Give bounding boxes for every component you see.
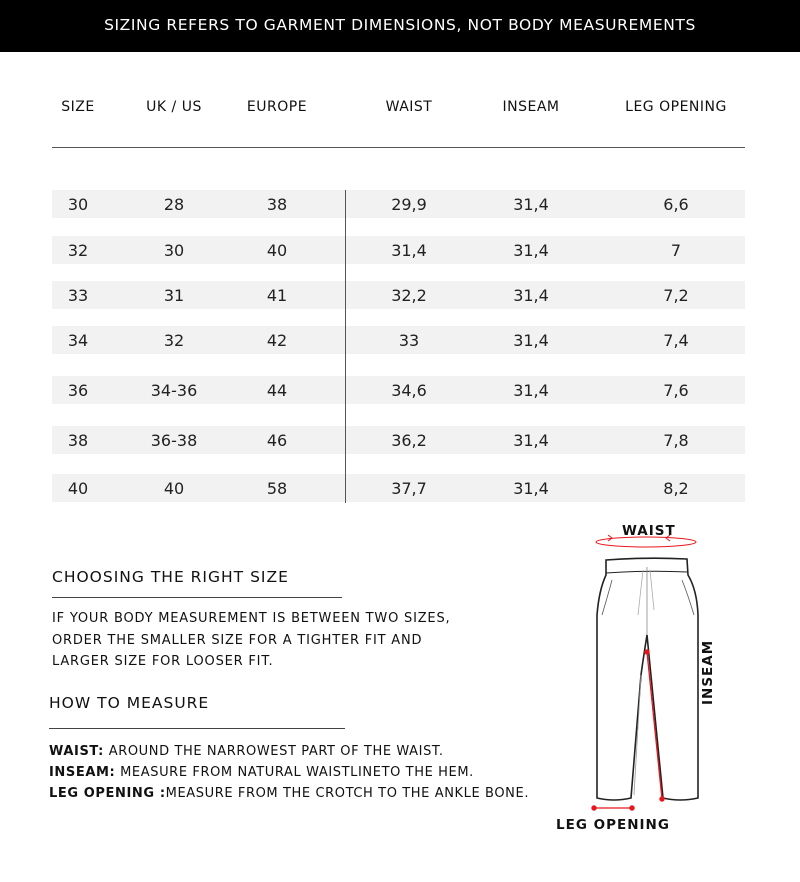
banner: SIZING REFERS TO GARMENT DIMENSIONS, NOT…	[0, 0, 800, 52]
waist-label: WAIST	[622, 523, 676, 539]
choosing-title: CHOOSING THE RIGHT SIZE	[52, 568, 289, 586]
table-cell: 44	[266, 381, 288, 400]
inseam-marker	[644, 649, 665, 802]
table-cell: 38	[266, 195, 288, 214]
table-cell: 40	[266, 241, 288, 260]
table-cell: 31,4	[513, 381, 549, 400]
table-cell: 7,6	[663, 381, 689, 400]
table-row: 34 32 42 33 31,4 7,4	[52, 326, 745, 354]
table-cell: 6,6	[663, 195, 689, 214]
table-cell: 31,4	[513, 195, 549, 214]
pants-outline	[596, 557, 699, 801]
measure-title: HOW TO MEASURE	[49, 694, 210, 712]
table-cell: 31,4	[513, 479, 549, 498]
column-header: WAIST	[385, 99, 433, 115]
measure-item: INSEAM: MEASURE FROM NATURAL WAISTLINETO…	[49, 762, 529, 783]
measure-item: WAIST: AROUND THE NARROWEST PART OF THE …	[49, 741, 529, 762]
measure-item: LEG OPENING :MEASURE FROM THE CROTCH TO …	[49, 783, 529, 804]
choosing-line: LARGER SIZE FOR LOOSER FIT.	[52, 654, 274, 669]
measure-text: MEASURE FROM NATURAL WAISTLINETO THE HEM…	[115, 765, 474, 780]
measure-rule	[49, 728, 345, 729]
choosing-line: IF YOUR BODY MEASUREMENT IS BETWEEN TWO …	[52, 611, 451, 626]
table-cell: 33	[398, 331, 420, 350]
measure-label: WAIST:	[49, 744, 104, 759]
table-cell: 31,4	[391, 241, 427, 260]
table-row: 30 28 38 29,9 31,4 6,6	[52, 190, 745, 218]
table-row: 40 40 58 37,7 31,4 8,2	[52, 474, 745, 502]
table-cell: 36	[67, 381, 89, 400]
table-cell: 7,2	[663, 286, 689, 305]
table-cell: 31,4	[513, 286, 549, 305]
header-divider	[52, 147, 745, 148]
table-cell: 34,6	[391, 381, 427, 400]
table-row: 36 34-36 44 34,6 31,4 7,6	[52, 376, 745, 404]
table-cell: 31,4	[513, 241, 549, 260]
table-cell: 31	[163, 286, 185, 305]
table-cell: 7	[670, 241, 682, 260]
table-cell: 31,4	[513, 331, 549, 350]
choosing-rule	[52, 597, 342, 598]
table-cell: 46	[266, 431, 288, 450]
table-cell: 42	[266, 331, 288, 350]
table-cell: 38	[67, 431, 89, 450]
table-cell: 36,2	[391, 431, 427, 450]
leg-opening-marker	[591, 805, 635, 811]
table-cell: 29,9	[391, 195, 427, 214]
table-cell: 32,2	[391, 286, 427, 305]
measure-label: LEG OPENING :	[49, 786, 166, 801]
measure-list: WAIST: AROUND THE NARROWEST PART OF THE …	[49, 741, 529, 804]
table-row: 38 36-38 46 36,2 31,4 7,8	[52, 426, 745, 454]
column-header: LEG OPENING	[625, 99, 727, 115]
table-cell: 34	[67, 331, 89, 350]
column-header: INSEAM	[502, 99, 560, 115]
waist-arrow	[595, 534, 697, 548]
table-cell: 58	[266, 479, 288, 498]
table-cell: 41	[266, 286, 288, 305]
table-cell: 8,2	[663, 479, 689, 498]
table-cell: 34-36	[150, 381, 198, 400]
choosing-line: ORDER THE SMALLER SIZE FOR A TIGHTER FIT…	[52, 632, 423, 648]
measure-text: AROUND THE NARROWEST PART OF THE WAIST.	[103, 744, 444, 759]
table-cell: 40	[67, 479, 89, 498]
table-cell: 33	[67, 286, 89, 305]
table-cell: 30	[163, 241, 185, 260]
table-row: 32 30 40 31,4 31,4 7	[52, 236, 745, 264]
column-divider	[345, 190, 346, 503]
column-header: EUROPE	[246, 99, 308, 115]
measure-label: INSEAM:	[49, 765, 116, 780]
table-cell: 28	[163, 195, 185, 214]
table-row: 33 31 41 32,2 31,4 7,2	[52, 281, 745, 309]
table-cell: 37,7	[391, 479, 427, 498]
leg-opening-label: LEG OPENING	[556, 817, 670, 833]
choosing-text: IF YOUR BODY MEASUREMENT IS BETWEEN TWO …	[52, 608, 450, 673]
column-header: SIZE	[61, 99, 95, 115]
pants-diagram	[591, 534, 699, 811]
table-cell: 31,4	[513, 431, 549, 450]
column-header: UK / US	[146, 99, 202, 115]
table-cell: 40	[163, 479, 185, 498]
table-cell: 7,4	[663, 331, 689, 350]
table-cell: 36-38	[150, 431, 198, 450]
table-cell: 30	[67, 195, 89, 214]
table-cell: 7,8	[663, 431, 689, 450]
table-cell: 32	[163, 331, 185, 350]
measure-text: MEASURE FROM THE CROTCH TO THE ANKLE BON…	[165, 786, 530, 801]
table-cell: 32	[67, 241, 89, 260]
